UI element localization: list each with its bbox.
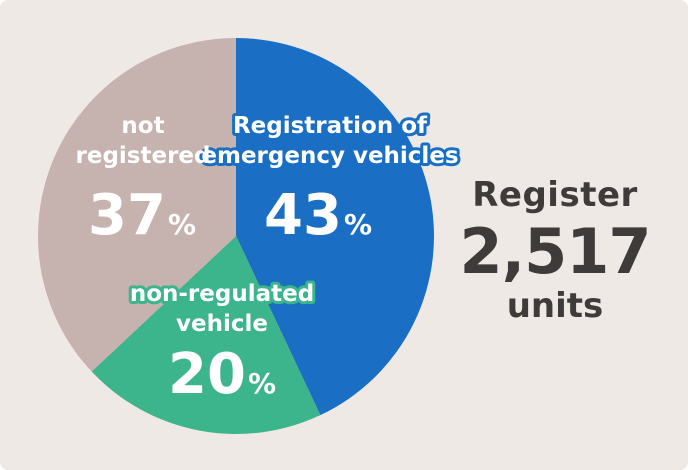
slice-label: non-regulated: [130, 281, 314, 307]
slice-percent: 20%: [168, 342, 276, 407]
slice-label-outline: vehicle: [176, 311, 268, 337]
slice-label: Registration of: [233, 113, 428, 139]
register-summary: Register 2,517 units: [455, 172, 655, 326]
pie-slice: [91, 236, 321, 434]
slice-label: emergency vehicles: [201, 143, 458, 169]
pie-slice: [236, 38, 434, 416]
slice-label: not: [121, 113, 164, 139]
register-count: 2,517: [459, 215, 651, 288]
slice-percent: 43%: [264, 183, 372, 248]
pie-slices: [38, 37, 434, 434]
register-label: Register: [472, 175, 638, 215]
register-unit: units: [506, 286, 604, 326]
slice-label-outline: non-regulated: [130, 281, 314, 307]
slice-label: registered: [76, 143, 211, 169]
pie-slice: [38, 37, 237, 372]
slice-label-outline: emergency vehicles: [201, 143, 458, 169]
slice-label: vehicle: [176, 311, 268, 337]
slice-percent: 37%: [88, 183, 196, 248]
slice-label-outline: Registration of: [233, 113, 428, 139]
